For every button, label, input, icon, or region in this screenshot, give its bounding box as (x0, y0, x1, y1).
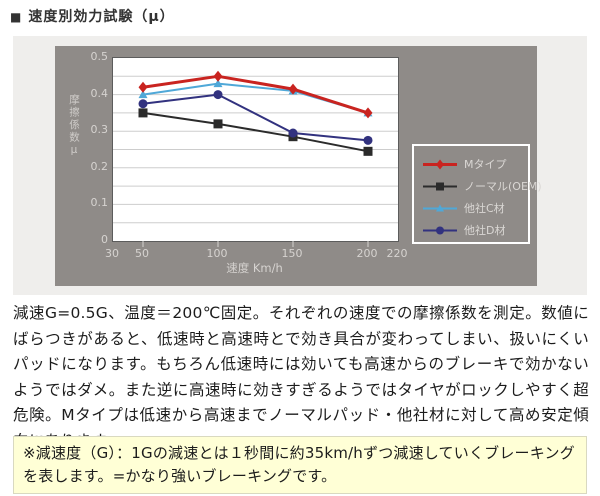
legend-item: 他社D材 (423, 219, 528, 241)
footnote-text: ※減速度（G）：1Gの減速とは１秒間に約35km/hずつ減速していくブレーキング… (23, 444, 575, 485)
legend-item: 他社C材 (423, 197, 528, 219)
square-marker (138, 108, 148, 118)
x-tick-label: 50 (135, 247, 149, 260)
series-line-他社D材 (142, 93, 369, 142)
circle-marker (138, 99, 148, 109)
page-title-text: 速度別効力試験（μ） (28, 9, 175, 25)
y-tick-label: 0.2 (90, 159, 109, 173)
circle-marker (288, 128, 298, 138)
x-tick-label: 30 (105, 247, 119, 260)
page-title: ■ 速度別効力試験（μ） (10, 6, 175, 26)
y-tick-label: 0.5 (90, 50, 109, 63)
square-marker (213, 119, 223, 129)
legend-swatch (423, 204, 457, 211)
legend-swatch (423, 226, 457, 234)
triangle-marker (138, 90, 148, 99)
plot-area (112, 57, 399, 247)
title-bullet-icon: ■ (10, 10, 23, 24)
x-tick-label: 100 (206, 247, 228, 260)
triangle-marker (213, 79, 223, 88)
legend-item: ノーマル(OEM) (423, 175, 542, 197)
legend-label: Mタイプ (464, 158, 507, 171)
chart-outer-panel: 摩擦係数μ 0.5 0.4 0.3 0.2 0.1 0 30 50 100 150 200 220 … (13, 36, 587, 295)
legend-label: 他社D材 (464, 224, 506, 237)
legend-item: Mタイプ (423, 153, 528, 175)
y-axis-title: 摩擦係数μ (68, 94, 80, 158)
legend-swatch (423, 182, 457, 190)
series-line-Mタイプ (142, 74, 369, 115)
diamond-marker (363, 107, 373, 119)
series-line-他社C材 (142, 82, 369, 114)
legend-label: ノーマル(OEM) (464, 180, 542, 193)
diamond-marker (288, 83, 298, 95)
y-tick-label: 0.3 (90, 123, 109, 137)
chart-panel: 摩擦係数μ 0.5 0.4 0.3 0.2 0.1 0 30 50 100 150 200 220 … (55, 46, 542, 286)
diamond-marker (436, 159, 444, 169)
x-axis-title: 速度 Km/h (226, 261, 283, 275)
legend-label: 他社C材 (464, 202, 505, 215)
x-tick-label: 200 (356, 247, 378, 260)
footnote-box: ※減速度（G）：1Gの減速とは１秒間に約35km/hずつ減速していくブレーキング… (13, 436, 587, 494)
y-tick-label: 0 (101, 233, 108, 246)
x-tick-label: 150 (281, 247, 303, 260)
series-line-ノーマル(OEM) (142, 111, 369, 153)
triangle-marker (436, 204, 444, 211)
circle-marker (213, 90, 223, 100)
circle-marker (363, 135, 373, 145)
chart-description-text: 減速G=0.5G、温度＝200℃固定。それぞれの速度での摩擦係数を測定。数値にば… (13, 304, 589, 450)
legend-swatch (423, 159, 457, 169)
circle-marker (436, 226, 444, 234)
line-chart (113, 70, 398, 247)
chart-legend: Mタイプノーマル(OEM) 他社C材他社D材 (412, 144, 542, 244)
square-marker (363, 146, 373, 156)
x-tick-label: 220 (386, 247, 408, 260)
diamond-marker (213, 70, 223, 82)
square-marker (436, 182, 444, 190)
y-tick-label: 0.1 (90, 196, 109, 210)
y-tick-label: 0.4 (90, 86, 109, 100)
diamond-marker (138, 81, 148, 93)
